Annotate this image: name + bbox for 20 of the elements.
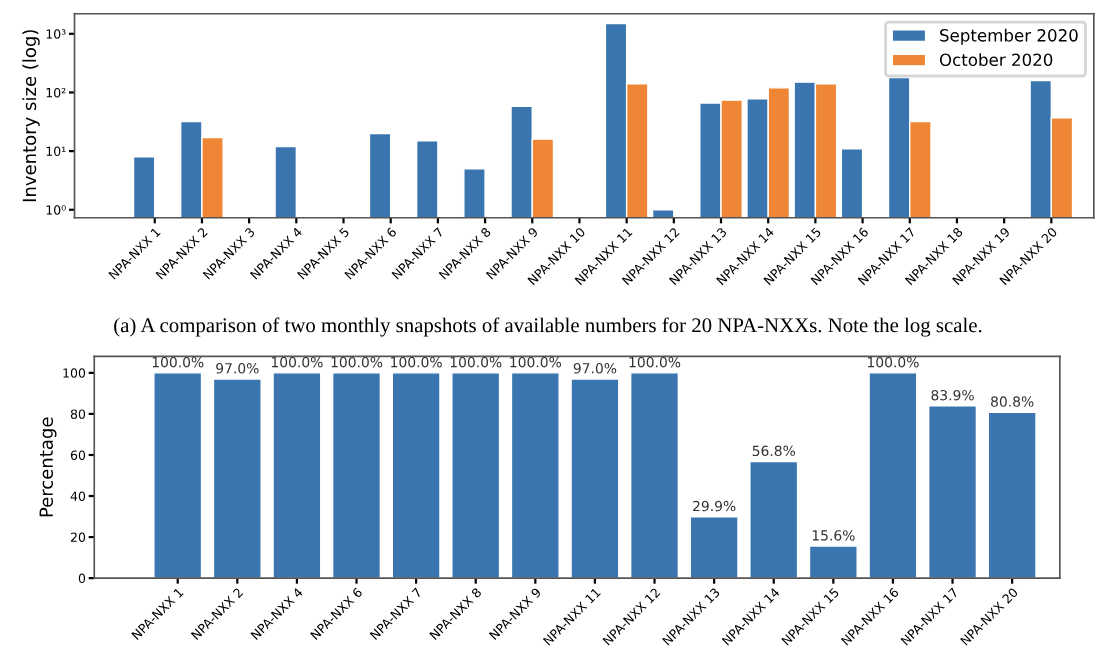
bar [153,372,203,579]
bar [987,411,1037,579]
bar [331,372,382,579]
bar [272,372,322,579]
bar [808,545,858,579]
bar [868,372,918,579]
bar [451,372,501,579]
bar [749,460,799,579]
legend-label: September 2020 [940,28,1078,45]
bar [689,516,739,579]
text: (a) A comparison of two monthly snapshots of available numbers for 20 NPA-NXXs. Note the log scale. [114,317,982,337]
bar [928,405,978,579]
bar [629,372,680,579]
bar [570,378,620,579]
bar [212,378,262,579]
bar [510,372,560,579]
bar [391,372,441,579]
legend-label: October 2020 [939,53,1053,67]
y-axis-title: Inventory size (log) [22,30,40,202]
y-axis-title: Percentage [39,417,57,517]
